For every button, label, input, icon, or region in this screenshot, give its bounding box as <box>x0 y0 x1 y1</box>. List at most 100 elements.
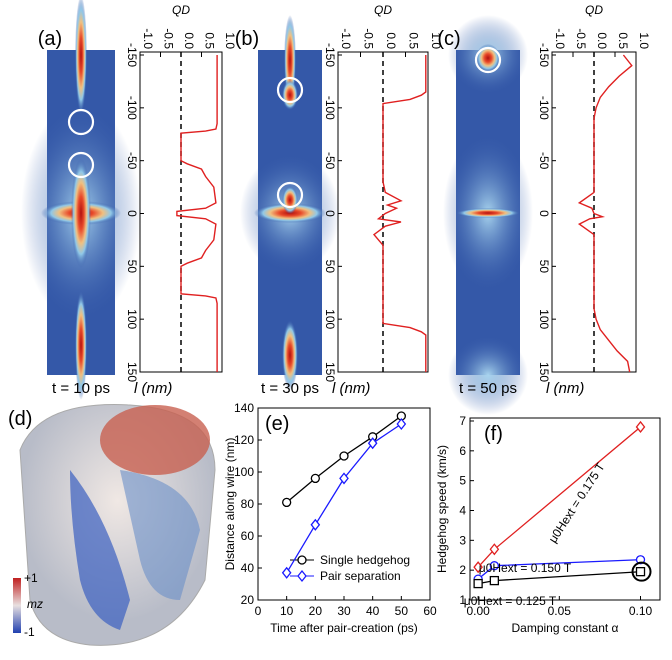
x-tick-label: 10 <box>280 604 294 618</box>
y-tick-label: 1.0 <box>223 32 237 49</box>
y-tick-label: 1.0 <box>429 32 443 49</box>
x-tick-label: 100 <box>323 309 337 329</box>
x-tick-label: 100 <box>537 309 551 329</box>
marker <box>339 451 349 461</box>
heatmap-feature <box>282 186 298 214</box>
series-label: μ0Hext = 0.175 T <box>546 460 608 546</box>
colorbar-title: mz <box>27 597 43 611</box>
x-tick-label: 50 <box>537 260 551 274</box>
heatmap-feature <box>75 290 87 400</box>
y-axis-title: QD <box>374 3 392 17</box>
y-axis-title: QD <box>172 3 190 17</box>
y-tick-label: 0.5 <box>203 32 217 49</box>
render-top <box>100 405 210 475</box>
x-tick-label: 0 <box>323 210 337 217</box>
heatmap-glow <box>448 335 528 415</box>
render-body <box>120 470 200 600</box>
profile-line <box>577 54 633 373</box>
marker <box>297 555 307 565</box>
x-tick-label: 0.05 <box>548 604 572 618</box>
series-line <box>477 426 641 568</box>
x-tick-label: 0 <box>537 210 551 217</box>
caption: t = 50 ps <box>459 380 517 397</box>
hedgehog-marker <box>276 181 304 209</box>
hedgehog-marker <box>276 76 304 104</box>
y-tick-label: 0.5 <box>407 32 421 49</box>
heatmap-feature <box>282 80 298 110</box>
hedgehog-marker <box>67 151 95 179</box>
x-axis-title: l (nm) <box>546 380 584 397</box>
x-tick-label: -100 <box>323 96 337 120</box>
series-label: μ0Hext = 0.150 T <box>479 561 572 575</box>
y-tick-label: 1.0 <box>637 32 651 49</box>
plot-frame <box>469 417 661 601</box>
x-tick-label: 20 <box>309 604 323 618</box>
series-label: μ0Hext = 0.125 T <box>464 594 557 608</box>
x-tick-label: 150 <box>125 362 139 382</box>
colorbar <box>13 578 21 633</box>
y-tick-label: 140 <box>234 401 254 415</box>
marker <box>473 561 483 574</box>
profile-line <box>372 55 427 372</box>
caption: t = 10 ps <box>52 380 110 397</box>
x-tick-label: 100 <box>125 309 139 329</box>
legend-label: Pair separation <box>320 569 401 583</box>
panel-label: (c) <box>437 28 460 50</box>
heatmap-feature <box>71 158 91 268</box>
marker <box>396 417 407 431</box>
panel-label: (e) <box>265 413 289 435</box>
marker <box>473 578 483 589</box>
x-tick-label: 30 <box>337 604 351 618</box>
x-tick-label: 40 <box>366 604 380 618</box>
y-tick-label: 3 <box>459 533 466 547</box>
marker <box>635 567 646 577</box>
x-axis-title: l (nm) <box>332 380 370 397</box>
x-tick-label: -50 <box>323 152 337 170</box>
x-tick-label: 150 <box>323 362 337 382</box>
y-axis-title: Distance along wire (nm) <box>223 438 237 571</box>
heatmap-feature <box>456 208 520 218</box>
marker <box>310 518 321 531</box>
x-tick-label: 0.10 <box>629 604 653 618</box>
y-tick-label: 2 <box>459 563 466 577</box>
x-tick-label: 150 <box>537 362 551 382</box>
x-tick-label: 60 <box>423 604 437 618</box>
y-tick-label: -1.0 <box>141 28 155 49</box>
y-tick-label: 0.5 <box>616 32 630 49</box>
y-tick-label: 80 <box>241 497 255 511</box>
y-tick-label: -1.0 <box>553 28 567 49</box>
marker <box>489 561 500 571</box>
x-tick-label: -50 <box>125 152 139 170</box>
marker <box>310 473 320 484</box>
marker <box>282 497 292 508</box>
y-tick-label: 0.0 <box>384 32 398 49</box>
marker <box>489 543 500 556</box>
x-tick-label: 0 <box>255 604 262 618</box>
panel-label: (b) <box>235 28 259 50</box>
x-tick-label: -100 <box>537 96 551 120</box>
heatmap-feature <box>75 0 87 115</box>
y-axis-title: QD <box>585 3 603 17</box>
y-tick-label: 5 <box>459 474 466 488</box>
y-tick-label: -1.0 <box>339 28 353 49</box>
x-tick-label: 50 <box>323 260 337 274</box>
y-tick-label: 100 <box>234 465 254 479</box>
y-tick-label: 120 <box>234 433 254 447</box>
panel-label: (f) <box>484 423 503 445</box>
caption: t = 30 ps <box>261 380 319 397</box>
x-axis-title: l (nm) <box>134 380 172 397</box>
hedgehog-marker <box>67 108 95 136</box>
heatmap-feature <box>476 44 500 72</box>
colorbar-label: +1 <box>24 571 38 585</box>
marker <box>367 437 378 450</box>
profile-line <box>176 55 218 372</box>
x-tick-label: 0 <box>125 210 139 217</box>
x-tick-label: 50 <box>395 604 409 618</box>
marker <box>489 575 500 586</box>
x-tick-label: -150 <box>323 43 337 67</box>
x-tick-label: -150 <box>125 43 139 67</box>
panel-label: (d) <box>8 408 32 430</box>
y-tick-label: 20 <box>241 593 255 607</box>
y-tick-label: 60 <box>241 529 255 543</box>
